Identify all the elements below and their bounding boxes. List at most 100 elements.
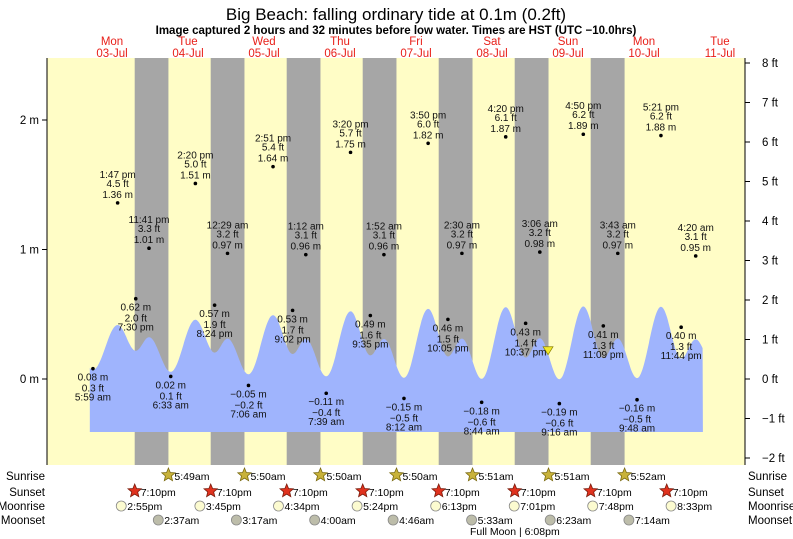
tide-extreme-high: 4:20 pm6.1 ft1.87 m bbox=[488, 104, 524, 139]
extreme-meters: 0.97 m bbox=[602, 240, 633, 251]
day-date-label: 05-Jul bbox=[248, 48, 279, 60]
extreme-meters: −0.19 m bbox=[541, 408, 577, 419]
extreme-time: 1:52 am bbox=[366, 222, 402, 233]
moonset-row-label-left: Moonset bbox=[1, 515, 46, 527]
extreme-feet: 3.2 ft bbox=[451, 229, 473, 240]
extreme-time: 7:39 am bbox=[308, 417, 344, 428]
sunset-icon bbox=[430, 482, 447, 498]
extreme-feet: 3.1 ft bbox=[685, 232, 707, 243]
extreme-meters: 1.01 m bbox=[134, 235, 165, 246]
extreme-time: 3:06 am bbox=[522, 219, 558, 230]
sunrise-icon bbox=[388, 466, 405, 482]
extreme-meters: 1.64 m bbox=[258, 154, 289, 165]
sunset-time: 7:10pm bbox=[141, 487, 176, 499]
moonrise-event: 5:24pm bbox=[351, 500, 398, 513]
tide-extreme-dot bbox=[557, 401, 562, 406]
sunset-event: 7:10pm bbox=[430, 482, 480, 499]
extreme-meters: 0.46 m bbox=[433, 323, 464, 334]
tide-extreme-low: 0.62 m2.0 ft7:30 pm bbox=[118, 296, 154, 334]
extreme-time: 7:30 pm bbox=[118, 323, 154, 334]
tide-extreme-high: 3:20 pm5.7 ft1.75 m bbox=[332, 119, 369, 155]
extreme-time: 5:21 pm bbox=[643, 103, 679, 114]
tide-extreme-dot bbox=[402, 396, 406, 401]
right-tick-label: −2 ft bbox=[762, 453, 786, 465]
extreme-feet: 5.0 ft bbox=[184, 159, 206, 170]
moonrise-icon bbox=[508, 500, 520, 512]
tide-extreme-low: −0.05 m−0.2 ft7:06 am bbox=[230, 383, 267, 420]
sunset-event: 7:10pm bbox=[658, 482, 708, 499]
extreme-feet: −0.4 ft bbox=[312, 408, 340, 419]
moonset-time: 4:46am bbox=[399, 515, 434, 527]
sunset-time: 7:10pm bbox=[673, 487, 708, 499]
right-tick-label: 3 ft bbox=[762, 256, 779, 268]
day-date-label: 10-Jul bbox=[628, 48, 659, 60]
moonrise-icon bbox=[273, 500, 284, 512]
tide-extreme-high: 4:50 pm6.2 ft1.89 m bbox=[565, 101, 601, 137]
extreme-feet: 6.2 ft bbox=[572, 110, 594, 121]
tide-extreme-low: −0.11 m−0.4 ft7:39 am bbox=[308, 391, 344, 428]
extreme-time: 3:20 pm bbox=[332, 119, 368, 130]
tide-extreme-dot bbox=[115, 201, 120, 205]
tide-extreme-low: −0.18 m−0.6 ft8:44 am bbox=[463, 400, 500, 437]
tide-extreme-low: 0.08 m0.3 ft5:59 am bbox=[75, 366, 111, 404]
sunrise-event: 5:52am bbox=[616, 466, 666, 483]
tide-extreme-dot bbox=[615, 251, 620, 256]
sunrise-event: 5:49am bbox=[160, 466, 210, 483]
tide-extreme-high: 4:20 am3.1 ft0.95 m bbox=[678, 223, 714, 258]
sunrise-time: 5:52am bbox=[631, 471, 666, 483]
extreme-feet: −0.5 ft bbox=[390, 413, 418, 424]
sunrise-time: 5:51am bbox=[479, 471, 514, 483]
tide-extreme-dot bbox=[271, 164, 275, 169]
extreme-feet: 0.3 ft bbox=[82, 384, 104, 395]
day-date-label: 06-Jul bbox=[324, 48, 355, 60]
moonset-icon bbox=[623, 514, 635, 526]
sunrise-icon bbox=[236, 466, 253, 482]
moonrise-time: 2:55pm bbox=[127, 501, 162, 513]
moonset-icon bbox=[466, 514, 477, 526]
sunrise-event: 5:50am bbox=[236, 466, 286, 483]
extreme-feet: 3.3 ft bbox=[138, 224, 160, 235]
left-tick-label: 2 m bbox=[20, 115, 39, 127]
tide-extreme-high: 1:47 pm4.5 ft1.36 m bbox=[100, 170, 136, 205]
right-tick-label: 5 ft bbox=[762, 177, 779, 189]
moonrise-event: 2:55pm bbox=[115, 500, 163, 513]
sunrise-icon bbox=[616, 466, 633, 482]
sunset-icon bbox=[278, 482, 295, 498]
tide-extreme-low: −0.19 m−0.6 ft9:16 am bbox=[541, 401, 578, 439]
sunrise-event: 5:51am bbox=[464, 466, 514, 483]
tide-extreme-dot bbox=[659, 133, 663, 138]
sunset-icon bbox=[202, 482, 219, 498]
moonset-event: 4:46am bbox=[387, 514, 434, 527]
extreme-time: 8:12 am bbox=[386, 422, 422, 433]
day-name-label: Fri bbox=[409, 36, 422, 48]
tide-extreme-dot bbox=[225, 251, 230, 256]
extreme-meters: 0.02 m bbox=[155, 380, 186, 391]
extreme-meters: 0.57 m bbox=[199, 309, 230, 320]
tide-extreme-high: 11:41 pm3.3 ft1.01 m bbox=[129, 215, 169, 251]
sunset-time: 7:10pm bbox=[445, 487, 480, 499]
moonset-event: 7:14am bbox=[623, 514, 670, 527]
extreme-feet: 1.3 ft bbox=[670, 342, 692, 353]
extreme-feet: 5.4 ft bbox=[262, 143, 284, 154]
extreme-meters: −0.16 m bbox=[619, 404, 655, 415]
moonset-event: 4:00am bbox=[309, 514, 356, 527]
extreme-meters: 1.82 m bbox=[413, 130, 444, 141]
tide-extreme-high: 12:29 am3.2 ft0.97 m bbox=[207, 220, 249, 256]
extreme-time: 12:29 am bbox=[207, 220, 249, 231]
sunset-event: 7:10pm bbox=[354, 482, 404, 499]
extreme-meters: 0.43 m bbox=[510, 327, 541, 338]
tide-extreme-dot bbox=[693, 254, 698, 258]
extreme-time: 4:20 am bbox=[678, 223, 714, 234]
extreme-time: 10:37 pm bbox=[505, 347, 547, 358]
moonset-icon bbox=[230, 514, 242, 526]
extreme-feet: 3.1 ft bbox=[295, 231, 317, 242]
moonrise-icon bbox=[115, 500, 127, 512]
extreme-meters: 0.97 m bbox=[212, 240, 243, 251]
extreme-feet: 6.1 ft bbox=[495, 113, 517, 124]
extreme-time: 5:59 am bbox=[75, 393, 111, 404]
day-name-label: Tue bbox=[710, 36, 729, 48]
extreme-meters: −0.11 m bbox=[308, 397, 344, 408]
extreme-meters: 0.62 m bbox=[120, 303, 151, 314]
extreme-meters: 0.41 m bbox=[588, 330, 619, 341]
